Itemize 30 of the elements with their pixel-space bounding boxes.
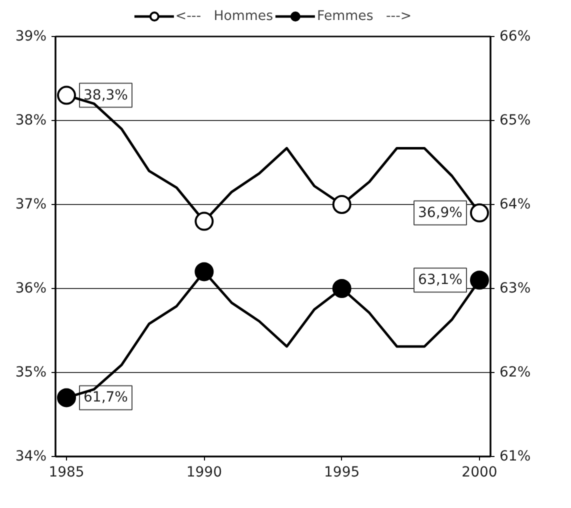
point bbox=[194, 262, 214, 282]
point bbox=[194, 212, 214, 231]
legend-label: <--- Hommes bbox=[175, 8, 274, 24]
y2-tick-label: 63% bbox=[500, 280, 531, 296]
point bbox=[332, 279, 352, 298]
legend-label: Femmes ---> bbox=[317, 8, 412, 24]
x-tick-label: 1995 bbox=[324, 464, 360, 480]
y-tick-label: 39% bbox=[15, 28, 47, 44]
y-tick-label: 34% bbox=[15, 448, 47, 464]
x-tick-label: 1985 bbox=[48, 464, 84, 480]
point bbox=[57, 86, 76, 105]
y2-tick-label: 61% bbox=[500, 448, 531, 464]
data-label: 36,9% bbox=[418, 204, 462, 221]
y-tick-label: 36% bbox=[15, 280, 47, 296]
data-label: 38,3% bbox=[84, 87, 128, 104]
point bbox=[470, 270, 489, 290]
x-tick-label: 2000 bbox=[462, 464, 498, 480]
y2-tick-label: 65% bbox=[500, 112, 531, 128]
y-tick-label: 38% bbox=[15, 112, 47, 128]
y2-tick-label: 64% bbox=[500, 196, 531, 212]
y2-tick-label: 66% bbox=[500, 28, 531, 44]
point bbox=[57, 388, 76, 408]
x-tick-label: 1990 bbox=[186, 464, 222, 480]
data-label: 61,7% bbox=[84, 390, 128, 406]
point bbox=[332, 195, 352, 214]
y-tick-label: 35% bbox=[15, 364, 47, 380]
data-label: 63,1% bbox=[418, 272, 462, 288]
y-tick-label: 37% bbox=[15, 196, 47, 212]
point bbox=[470, 203, 489, 222]
y2-tick-label: 62% bbox=[500, 364, 531, 380]
